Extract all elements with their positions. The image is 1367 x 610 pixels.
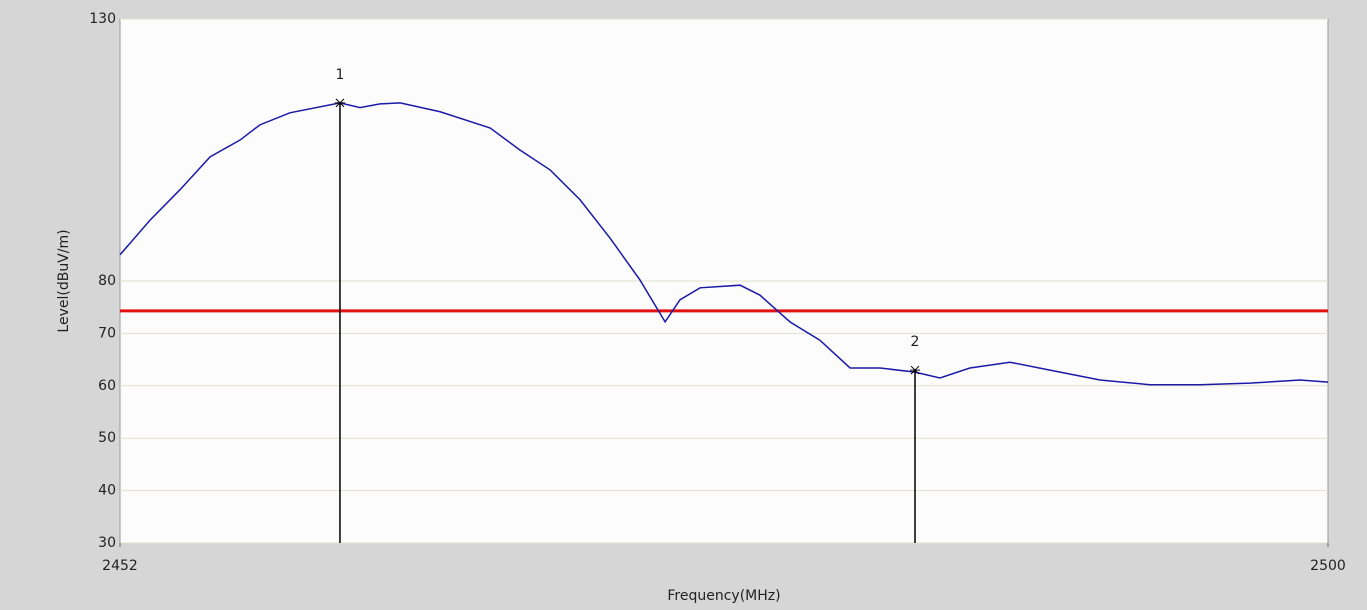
y-axis-label: Level(dBuV/m) (56, 229, 72, 332)
marker-label: 2 (911, 334, 920, 350)
y-tick-label: 40 (98, 483, 116, 499)
marker-point (334, 98, 345, 108)
marker-point (910, 365, 921, 375)
y-tick-label: 50 (98, 430, 116, 446)
marker-label: 1 (335, 67, 344, 83)
y-tick-label: 60 (98, 378, 116, 394)
y-tick-label: 80 (98, 273, 116, 289)
spectrum-line (119, 102, 1329, 386)
x-tick-label: 2500 (1310, 558, 1346, 574)
y-tick-label: 30 (98, 535, 116, 551)
x-axis-label: Frequency(MHz) (667, 588, 780, 604)
y-tick-label: 70 (98, 325, 116, 341)
y-tick-label: 130 (89, 11, 116, 27)
x-tick-label: 2452 (102, 558, 138, 574)
